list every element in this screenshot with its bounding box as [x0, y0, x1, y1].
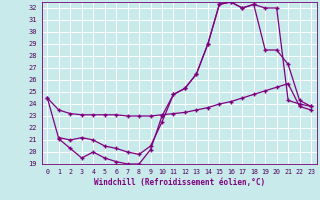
X-axis label: Windchill (Refroidissement éolien,°C): Windchill (Refroidissement éolien,°C)	[94, 178, 265, 187]
